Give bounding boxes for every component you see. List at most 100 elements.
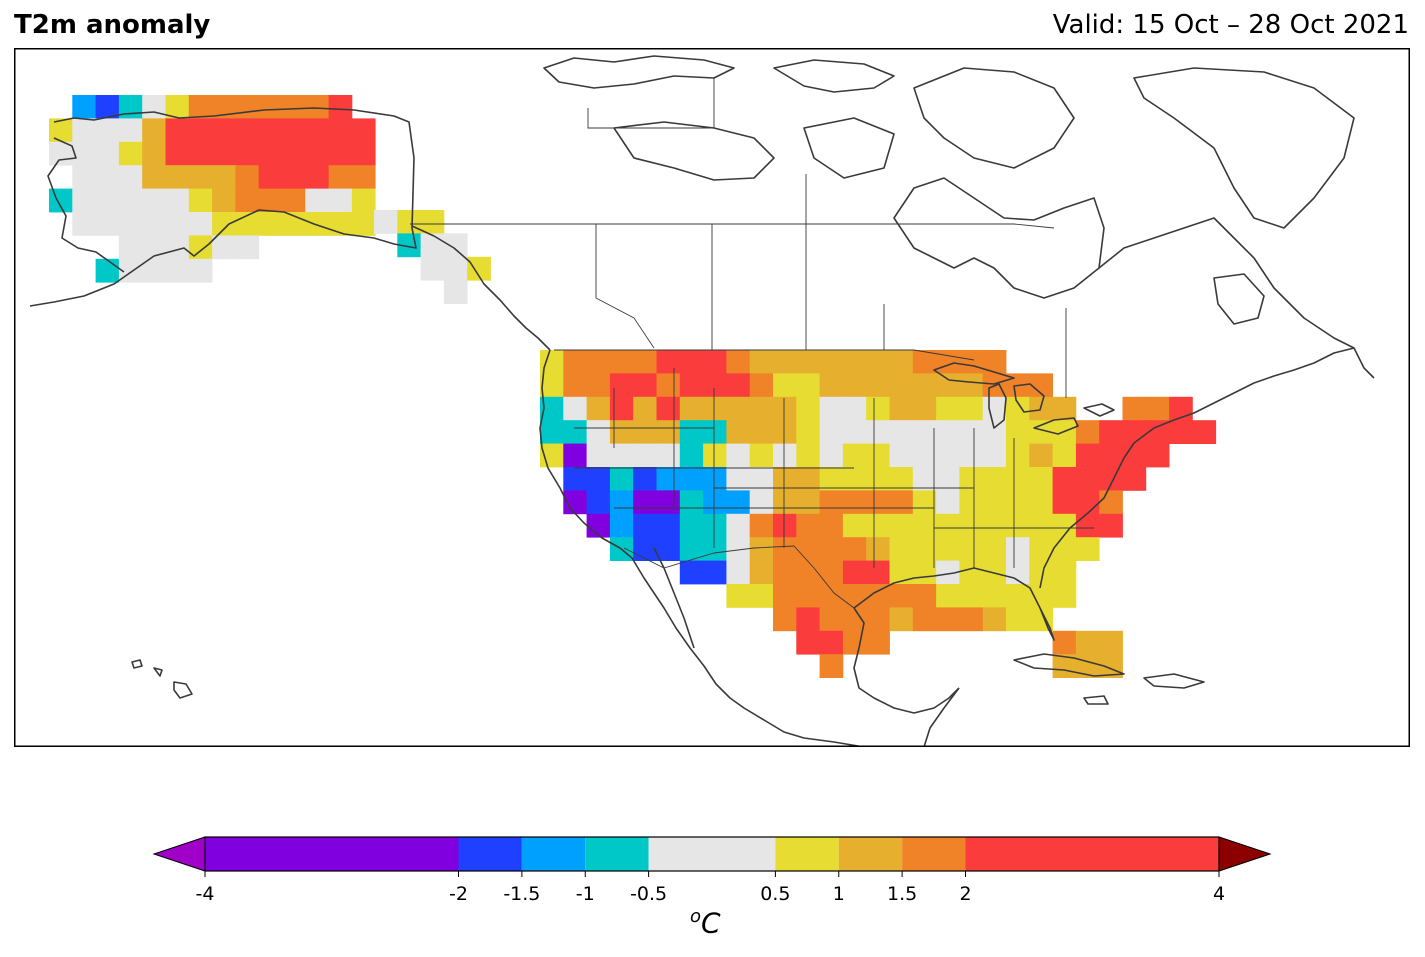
atlantic-coast <box>1039 347 1355 589</box>
anomaly-cell <box>1099 630 1123 655</box>
anomaly-cell <box>633 443 657 468</box>
anomaly-cell <box>796 490 820 515</box>
anomaly-cell <box>1006 490 1030 515</box>
anomaly-cell <box>912 560 937 585</box>
anomaly-cell <box>1006 420 1030 444</box>
anomaly-cell <box>679 373 704 398</box>
colorbar-bin <box>521 837 586 871</box>
anomaly-cell <box>819 396 844 421</box>
anomaly-cell <box>235 165 260 189</box>
anomaly-cell <box>563 350 587 374</box>
anomaly-cell <box>305 141 329 166</box>
anomaly-cell <box>936 537 960 561</box>
anomaly-cell <box>235 118 260 143</box>
anomaly-cell <box>912 420 937 444</box>
anomaly-cell <box>819 630 844 655</box>
anomaly-cell <box>982 490 1007 515</box>
anomaly-cell <box>912 467 937 491</box>
anomaly-cell <box>819 490 844 515</box>
anomaly-cell <box>1052 513 1077 538</box>
anomaly-cell <box>866 630 890 655</box>
anomaly-cell <box>235 188 260 213</box>
anomaly-cell <box>726 467 751 491</box>
us-state-borders <box>574 368 1094 568</box>
anomaly-cell <box>656 490 681 515</box>
anomaly-cell <box>1052 560 1077 585</box>
anomaly-cell <box>328 165 353 189</box>
colorbar: -4 -2 -1.5 -1 -0.5 0.5 1 1.5 2 4 <box>152 836 1272 905</box>
anomaly-cell <box>305 95 329 119</box>
anomaly-cell <box>165 212 190 236</box>
anomaly-cell <box>95 188 120 213</box>
anomaly-cell <box>866 607 890 632</box>
bc-alberta-border <box>595 224 655 349</box>
anomaly-cell <box>609 350 634 374</box>
anomaly-cell <box>679 467 704 491</box>
anomaly-cell <box>679 443 704 468</box>
anomaly-cell <box>142 141 166 166</box>
anomaly-cell <box>235 141 260 166</box>
anomaly-cell <box>842 513 867 538</box>
anomaly-cell <box>188 118 213 143</box>
anomaly-cell <box>819 373 844 398</box>
anomaly-cell <box>212 212 236 236</box>
colorbar-tick-label: -0.5 <box>630 883 667 905</box>
anomaly-cell <box>773 607 797 632</box>
anomaly-cell <box>912 396 937 421</box>
anomaly-cell <box>351 165 376 189</box>
anomaly-cell <box>188 235 213 260</box>
anomaly-cell <box>282 165 306 189</box>
anomaly-cell <box>982 396 1007 421</box>
anomaly-cell <box>959 373 984 398</box>
anomaly-cell <box>586 513 611 538</box>
anomaly-cell <box>936 373 960 398</box>
anomaly-cell <box>212 118 236 143</box>
colorbar-bin <box>648 837 776 871</box>
anomaly-cell <box>328 188 353 213</box>
anomaly-cell <box>609 513 634 538</box>
anomaly-cell <box>95 118 120 143</box>
anomaly-cell <box>679 513 704 538</box>
newfoundland <box>1213 273 1265 325</box>
anomaly-cell <box>726 490 751 515</box>
anomaly-cell <box>936 584 960 608</box>
arctic-island-3 <box>613 121 775 181</box>
anomaly-cell <box>563 420 587 444</box>
anomaly-cell <box>889 584 914 608</box>
anomaly-cell <box>703 420 727 444</box>
anomaly-cell <box>633 420 657 444</box>
anomaly-cell <box>842 584 867 608</box>
anomaly-cell <box>866 396 890 421</box>
anomaly-cell <box>1029 513 1053 538</box>
anomaly-cell <box>726 560 751 585</box>
anomaly-cell <box>959 490 984 515</box>
anomaly-cell <box>633 467 657 491</box>
anomaly-cell <box>679 537 704 561</box>
hawaii-big-island <box>173 681 193 699</box>
anomaly-cell <box>866 490 890 515</box>
anomaly-cell <box>959 350 984 374</box>
anomaly-cell <box>819 560 844 585</box>
anomaly-cell <box>726 420 751 444</box>
anomaly-cell <box>656 373 681 398</box>
anomaly-cell <box>633 490 657 515</box>
anomaly-cell <box>936 396 960 421</box>
anomaly-cell <box>351 141 376 166</box>
colorbar-unit: oC <box>690 906 721 939</box>
us-mexico-border-west <box>623 545 795 569</box>
anomaly-cell <box>842 490 867 515</box>
colorbar-tick-label: -1 <box>576 883 595 905</box>
anomaly-cell <box>563 467 587 491</box>
anomaly-cell <box>1029 490 1053 515</box>
anomaly-cell <box>633 537 657 561</box>
anomaly-cell <box>982 443 1007 468</box>
anomaly-cell <box>563 396 587 421</box>
anomaly-cell <box>1006 584 1030 608</box>
anomaly-cell <box>1122 396 1147 421</box>
anomaly-cell <box>586 396 611 421</box>
anomaly-cell <box>866 584 890 608</box>
anomaly-cell <box>889 513 914 538</box>
greenland <box>1133 67 1355 229</box>
anomaly-cell <box>656 396 681 421</box>
anomaly-cell <box>258 188 283 213</box>
